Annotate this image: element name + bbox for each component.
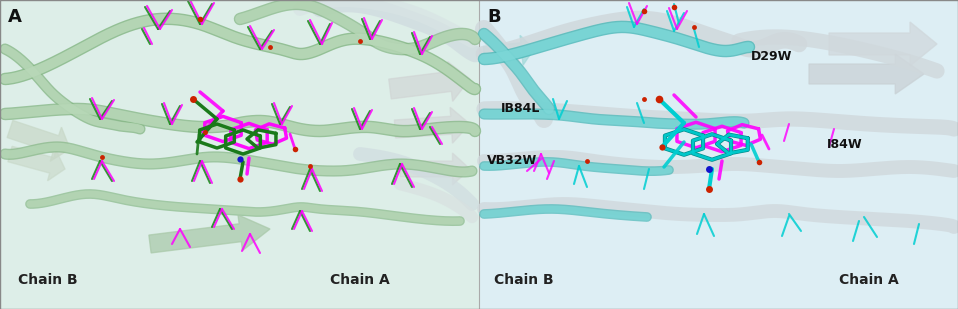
FancyArrow shape: [483, 35, 534, 65]
Bar: [479, 0, 958, 309]
Bar: [0, 0, 479, 309]
Text: Chain A: Chain A: [839, 273, 899, 287]
FancyArrow shape: [148, 215, 270, 253]
Text: Chain A: Chain A: [330, 273, 390, 287]
FancyArrow shape: [829, 22, 937, 66]
FancyArrow shape: [809, 54, 924, 94]
FancyArrow shape: [389, 61, 470, 101]
Text: Chain B: Chain B: [18, 273, 78, 287]
Text: Chain B: Chain B: [494, 273, 554, 287]
FancyArrow shape: [400, 153, 470, 185]
FancyArrow shape: [7, 121, 70, 161]
Text: A: A: [8, 8, 22, 26]
Text: IB84L: IB84L: [501, 103, 540, 116]
FancyArrow shape: [8, 146, 65, 181]
Text: B: B: [487, 8, 501, 26]
Text: D29W: D29W: [751, 50, 792, 64]
Text: VB32W: VB32W: [487, 154, 537, 167]
FancyArrow shape: [395, 107, 470, 143]
Text: I84W: I84W: [827, 138, 862, 150]
